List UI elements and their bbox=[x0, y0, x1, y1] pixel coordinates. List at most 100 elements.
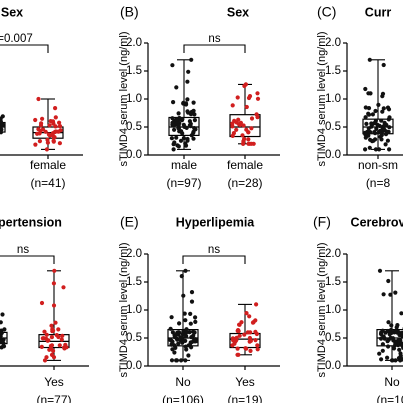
data-point bbox=[0, 114, 5, 119]
data-point bbox=[373, 120, 378, 125]
x-category-label: Yes bbox=[44, 375, 64, 389]
y-tick-label: 2.0 bbox=[126, 248, 142, 260]
data-point bbox=[376, 129, 382, 135]
data-point bbox=[385, 339, 390, 344]
data-point bbox=[399, 311, 403, 316]
panel-title: Hyperlipemia bbox=[176, 215, 256, 229]
data-point bbox=[192, 126, 197, 131]
data-point bbox=[0, 312, 5, 317]
data-point bbox=[385, 105, 391, 110]
panel-4: pertension Yes (n=77) ns bbox=[0, 215, 89, 403]
data-point bbox=[174, 85, 179, 90]
data-point bbox=[232, 341, 237, 346]
data-point bbox=[231, 338, 236, 343]
data-point bbox=[62, 346, 67, 351]
data-point bbox=[366, 112, 372, 117]
data-point bbox=[366, 106, 372, 111]
y-tick-label: 0.0 bbox=[325, 360, 341, 372]
data-point bbox=[53, 106, 58, 111]
data-point bbox=[50, 327, 55, 332]
y-tick-label: 0.0 bbox=[126, 360, 142, 372]
data-point bbox=[57, 120, 62, 125]
data-point bbox=[363, 115, 368, 120]
data-point bbox=[388, 327, 394, 333]
y-axis-title: sTIMD4 serum level (ng/ml) bbox=[316, 242, 328, 377]
data-point bbox=[249, 126, 254, 131]
data-point bbox=[240, 133, 245, 138]
y-tick-label: 2.0 bbox=[126, 37, 142, 49]
significance-label: ns bbox=[208, 244, 220, 256]
data-point bbox=[44, 355, 49, 360]
data-point bbox=[191, 108, 196, 113]
data-point bbox=[385, 138, 390, 143]
significance-label: =0.007 bbox=[0, 33, 33, 45]
data-point bbox=[396, 338, 401, 343]
data-point bbox=[244, 104, 249, 110]
x-category-label: No bbox=[384, 375, 400, 389]
data-point bbox=[39, 344, 44, 349]
panel-title: Sex bbox=[227, 5, 249, 19]
x-category-label: male bbox=[171, 158, 197, 172]
data-point bbox=[0, 338, 3, 343]
data-point bbox=[236, 329, 241, 334]
data-point bbox=[174, 358, 179, 363]
data-point bbox=[177, 321, 182, 326]
y-tick-label: 1.5 bbox=[325, 276, 341, 288]
data-point bbox=[244, 311, 249, 316]
data-point bbox=[189, 57, 194, 62]
data-point bbox=[0, 130, 4, 135]
data-point bbox=[1, 343, 6, 348]
data-point bbox=[52, 268, 57, 273]
data-point bbox=[170, 63, 175, 68]
data-point bbox=[393, 329, 398, 335]
data-point bbox=[171, 100, 176, 105]
significance-bracket bbox=[0, 255, 55, 264]
data-point bbox=[387, 115, 392, 120]
data-point bbox=[52, 135, 57, 140]
data-point bbox=[193, 337, 198, 342]
data-point bbox=[60, 333, 65, 338]
data-point bbox=[181, 136, 186, 141]
data-point bbox=[53, 124, 58, 129]
x-count-label: (n=41) bbox=[30, 176, 65, 190]
data-point bbox=[179, 129, 184, 134]
data-point bbox=[377, 268, 383, 273]
data-point bbox=[379, 137, 384, 142]
data-point bbox=[51, 355, 57, 360]
data-point bbox=[0, 123, 1, 127]
data-point bbox=[171, 147, 176, 152]
data-point bbox=[363, 147, 368, 152]
data-point bbox=[373, 137, 378, 142]
data-point bbox=[373, 131, 378, 136]
data-point bbox=[255, 115, 260, 120]
data-point bbox=[373, 147, 378, 152]
data-point bbox=[44, 147, 50, 152]
data-point bbox=[57, 124, 63, 129]
data-point bbox=[366, 91, 371, 96]
data-point bbox=[386, 320, 391, 325]
data-point bbox=[247, 314, 252, 319]
data-point bbox=[244, 127, 249, 132]
data-point bbox=[241, 141, 246, 146]
data-point bbox=[384, 122, 389, 127]
data-point bbox=[390, 358, 395, 363]
data-point bbox=[253, 338, 258, 343]
data-point bbox=[380, 91, 386, 96]
data-point bbox=[49, 335, 55, 340]
data-point bbox=[191, 130, 196, 136]
data-point bbox=[188, 321, 193, 326]
data-point bbox=[170, 330, 175, 335]
data-point bbox=[56, 327, 61, 332]
significance-bracket bbox=[0, 44, 49, 53]
data-point bbox=[367, 145, 372, 150]
x-category-label: Yes bbox=[235, 375, 255, 389]
data-point bbox=[363, 130, 368, 135]
data-point bbox=[230, 133, 235, 138]
significance-bracket bbox=[182, 255, 246, 264]
data-point bbox=[249, 116, 255, 121]
data-point bbox=[47, 123, 52, 128]
data-point bbox=[51, 348, 56, 353]
x-count-label: (n=97) bbox=[166, 176, 201, 190]
data-point bbox=[235, 346, 240, 351]
